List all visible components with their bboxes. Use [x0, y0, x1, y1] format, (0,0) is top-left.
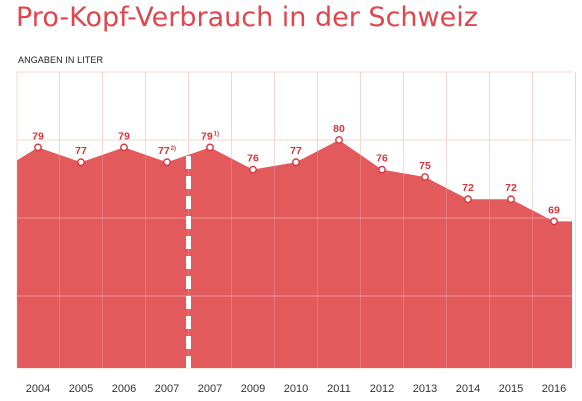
data-point	[421, 173, 429, 181]
data-label: 791)	[201, 130, 219, 142]
x-tick-label: 2004	[26, 383, 50, 395]
chart-title: Pro-Kopf-Verbrauch in der Schweiz	[16, 2, 478, 33]
x-tick-label: 2009	[241, 383, 265, 395]
data-point	[550, 217, 558, 226]
data-point	[206, 143, 214, 152]
x-tick-label: 2007	[198, 383, 222, 395]
x-tick-label: 2006	[112, 383, 136, 395]
data-label: 75	[419, 160, 431, 172]
data-point	[292, 158, 300, 167]
data-label: 72	[462, 182, 474, 194]
data-point	[507, 195, 515, 204]
data-point	[335, 136, 343, 144]
data-point	[249, 165, 257, 174]
data-point	[163, 158, 171, 167]
x-tick-label: 2011	[327, 383, 351, 395]
data-label: 72	[505, 182, 517, 194]
data-point	[120, 143, 128, 152]
data-label: 79	[32, 130, 44, 142]
x-tick-label: 2007	[155, 383, 179, 395]
data-point	[34, 143, 42, 152]
data-label: 76	[376, 153, 388, 165]
area-fill	[17, 140, 572, 368]
data-point	[77, 158, 85, 167]
data-label: 77	[75, 145, 87, 157]
x-tick-label: 2010	[284, 383, 308, 395]
data-point	[378, 165, 386, 174]
data-label: 77	[290, 145, 302, 157]
data-label: 79	[118, 130, 130, 142]
data-label: 76	[247, 153, 259, 165]
data-label: 69	[548, 204, 560, 216]
data-point	[464, 195, 472, 204]
data-label: 772)	[158, 145, 176, 157]
x-tick-label: 2013	[413, 383, 437, 395]
data-label: 80	[333, 123, 345, 135]
x-tick-label: 2005	[69, 383, 93, 395]
x-tick-label: 2012	[370, 383, 394, 395]
x-tick-label: 2015	[499, 383, 523, 395]
x-tick-label: 2014	[456, 383, 480, 395]
x-tick-label: 2016	[542, 383, 566, 395]
unit-label: ANGABEN IN LITER	[18, 55, 104, 65]
